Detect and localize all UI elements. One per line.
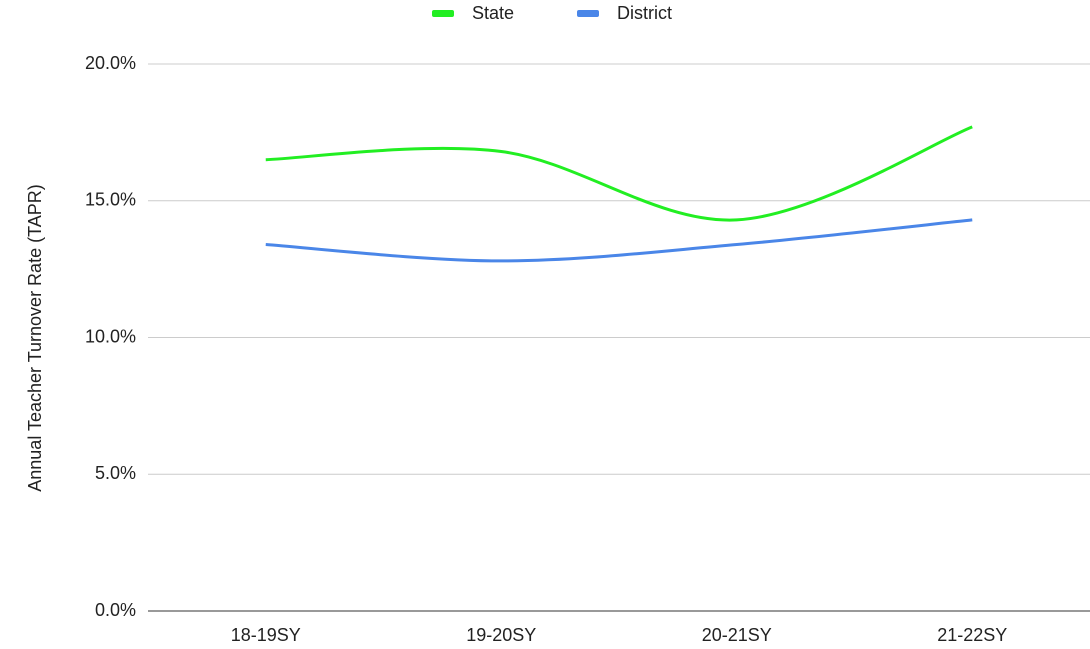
- line: [265, 218, 973, 263]
- y-tick-label: 0.0%: [95, 600, 136, 620]
- x-tick-label: 21-22SY: [937, 625, 1007, 645]
- x-tick-label: 20-21SY: [702, 625, 772, 645]
- line: [265, 125, 973, 222]
- x-tick-label: 19-20SY: [466, 625, 536, 645]
- y-tick-label: 20.0%: [85, 53, 136, 73]
- legend-label: District: [617, 3, 672, 23]
- legend-swatch: [432, 10, 454, 17]
- y-axis-label: Annual Teacher Turnover Rate (TAPR): [25, 184, 45, 491]
- y-tick-label: 15.0%: [85, 190, 136, 210]
- y-tick-label: 5.0%: [95, 463, 136, 483]
- legend-swatch: [577, 10, 599, 17]
- legend-label: State: [472, 3, 514, 23]
- y-tick-label: 10.0%: [85, 326, 136, 346]
- x-tick-label: 18-19SY: [231, 625, 301, 645]
